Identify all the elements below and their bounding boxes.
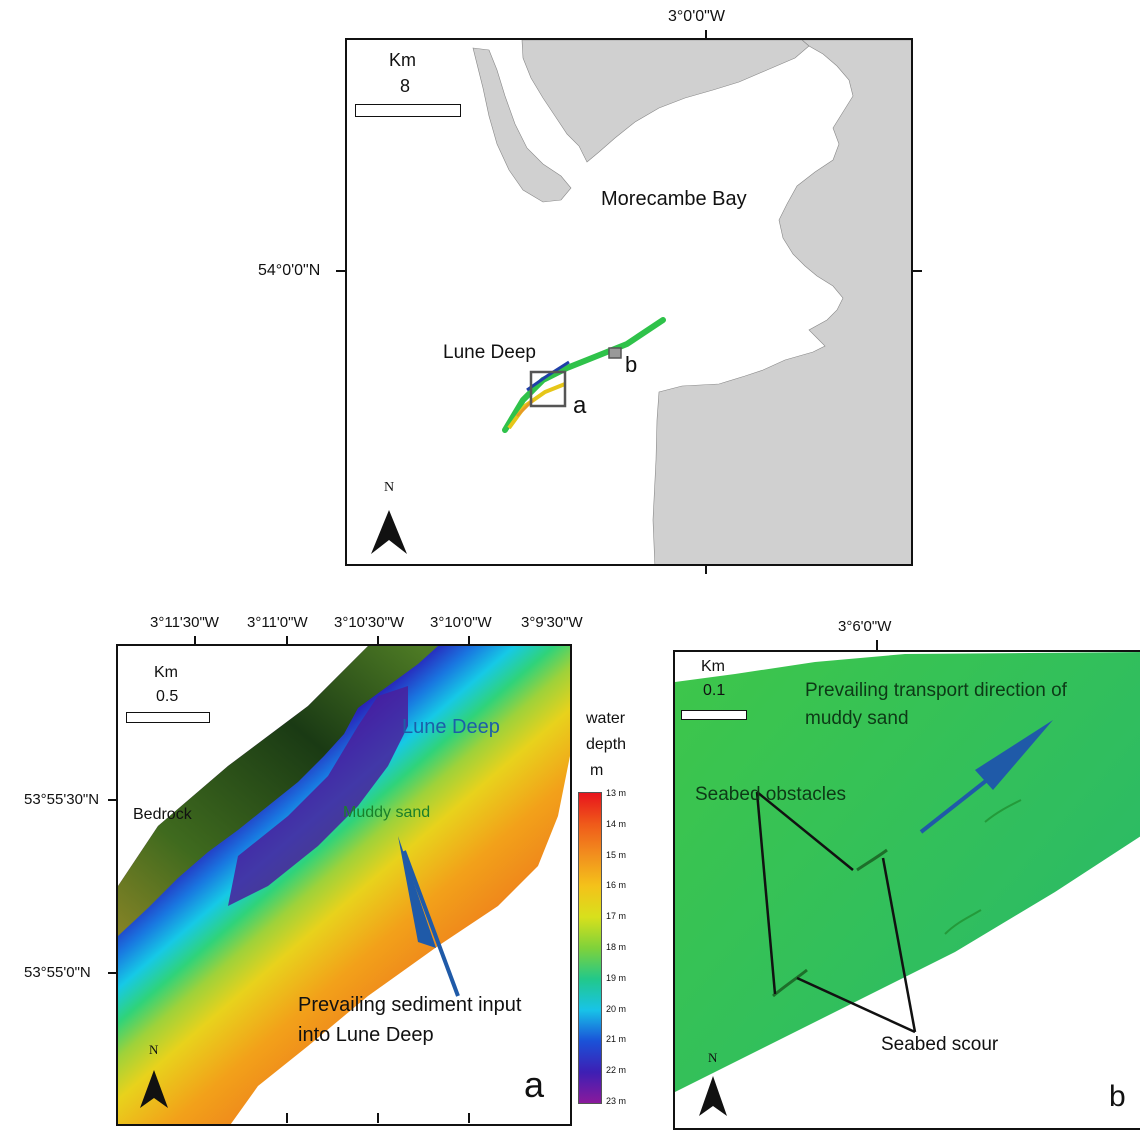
panel-a-left-tick-1	[108, 972, 118, 974]
panel-b-bathymetry	[675, 652, 1140, 1116]
transport-arrow-head-icon	[975, 720, 1053, 790]
panel-a-scale-value: 0.5	[156, 688, 179, 705]
panel-a-lon-label-1: 3°11'0"W	[247, 614, 308, 631]
panel-b-scale-value: 0.1	[703, 682, 726, 699]
leader-scour-2	[796, 976, 916, 1034]
panel-a-lon-label-2: 3°10'30"W	[334, 614, 405, 631]
legend-tick-6: 19 m	[606, 972, 627, 983]
panel-b-north-arrow-icon	[699, 1076, 727, 1116]
leader-obstacle-2	[755, 791, 777, 995]
overview-left-tick	[336, 270, 346, 272]
transport-label-1: Prevailing transport direction of	[805, 680, 1067, 701]
overview-scale-bar	[355, 104, 461, 117]
panel-a-lon-label-4: 3°9'30"W	[521, 614, 583, 631]
panel-a-bottom-tick-3	[468, 1113, 470, 1123]
legend-tick-5: 18 m	[606, 942, 627, 952]
panel-a-top-tick-1	[286, 636, 288, 646]
legend-tick-0: 13 m	[606, 788, 627, 798]
label-bedrock: Bedrock	[133, 806, 192, 823]
obstacle-mark-1	[856, 848, 888, 872]
label-muddy-sand: Muddy sand	[343, 804, 431, 821]
inset-label-a: a	[573, 392, 587, 419]
inset-label-b: b	[625, 352, 638, 377]
panel-a-lon-label-0: 3°11'30"W	[150, 614, 219, 631]
overview-north-arrow-icon	[371, 510, 407, 554]
panel-a-left-tick-0	[108, 799, 118, 801]
panel-a-top-tick-2	[377, 636, 379, 646]
sediment-arrow-shaft	[402, 850, 460, 997]
panel-b-scale-bar	[681, 710, 747, 720]
panel-a-frame: Km 0.5 Lune Deep Bedrock Muddy sand Prev…	[116, 644, 572, 1126]
legend-title-2: depth	[586, 736, 627, 753]
place-morecambe-bay: Morecambe Bay	[601, 188, 747, 210]
land-mass	[652, 40, 911, 564]
panel-a-scale-bar	[126, 712, 210, 723]
scour-mark-2	[984, 799, 1022, 823]
legend-tick-2: 15 m	[606, 849, 627, 860]
overview-bottom-tick	[705, 564, 707, 574]
annotation-line-2: into Lune Deep	[298, 1024, 434, 1046]
legend-tick-1: 14 m	[606, 818, 627, 829]
legend-title-3: m	[590, 762, 604, 779]
inset-box-b	[608, 347, 622, 359]
panel-b-scale-unit: Km	[701, 658, 725, 675]
sediment-arrow-head-icon	[398, 836, 436, 948]
panel-a-lat-label-1: 53°55'0"N	[24, 964, 91, 981]
label-lune-deep-a: Lune Deep	[402, 716, 500, 738]
panel-b-north-label: N	[708, 1050, 718, 1065]
legend-title-1: water	[586, 710, 626, 727]
leader-obstacle-1	[756, 791, 854, 871]
legend-color-bar	[578, 792, 602, 1104]
overview-north-label: N	[384, 480, 395, 495]
transport-label-2: muddy sand	[805, 708, 909, 729]
inset-box-a	[529, 370, 567, 408]
leader-scour-1	[881, 857, 917, 1033]
place-lune-deep: Lune Deep	[443, 342, 536, 363]
panel-a-bottom-tick-2	[377, 1113, 379, 1123]
coastline-svg	[371, 40, 911, 564]
panel-a-top-tick-0	[194, 636, 196, 646]
annotation-line-1: Prevailing sediment input	[298, 994, 522, 1016]
panel-b-letter: b	[1109, 1080, 1126, 1113]
legend-tick-3: 16 m	[606, 880, 627, 891]
label-seabed-scour: Seabed scour	[881, 1034, 999, 1055]
panel-a-scale-unit: Km	[154, 664, 178, 681]
panel-a-lat-label-0: 53°55'30"N	[24, 791, 100, 808]
overview-scale-value: 8	[400, 76, 411, 96]
legend-tick-10: 23 m	[606, 1096, 627, 1106]
overview-frame: Km 8 Morecambe Bay Lune Deep b a N	[345, 38, 913, 566]
panel-a-letter: a	[524, 1064, 545, 1105]
deep-trough	[228, 686, 408, 906]
peninsula	[472, 47, 572, 203]
overview-right-tick	[912, 270, 922, 272]
swath-yellow	[507, 382, 566, 430]
legend-tick-4: 17 m	[606, 911, 627, 922]
overview-lat-label: 54°0'0"N	[258, 262, 321, 279]
bedrock-area	[118, 646, 438, 936]
label-seabed-obstacles: Seabed obstacles	[695, 784, 847, 805]
north-shore	[521, 40, 810, 163]
panel-b-frame: Km 0.1 Prevailing transport direction of…	[673, 650, 1140, 1130]
panel-a-lon-label-3: 3°10'0"W	[430, 614, 492, 631]
panel-a-bottom-tick-1	[286, 1113, 288, 1123]
panel-b-top-tick	[876, 640, 878, 652]
panel-b-lon-label: 3°6'0"W	[838, 618, 892, 635]
overview-scale-unit: Km	[389, 50, 416, 70]
scour-mark-1	[944, 909, 982, 935]
overview-lon-label: 3°0'0"W	[668, 8, 725, 25]
panel-a-bathymetry	[118, 646, 570, 1124]
panel-a-top-tick-3	[468, 636, 470, 646]
swath-main	[502, 317, 666, 433]
swath-blue	[526, 360, 570, 392]
panel-a-north-arrow-icon	[140, 1070, 168, 1108]
legend-tick-7: 20 m	[606, 1003, 627, 1014]
panel-a-north-label: N	[149, 1042, 159, 1057]
legend-tick-8: 21 m	[606, 1034, 627, 1045]
overview-top-tick	[705, 30, 707, 40]
legend-tick-9: 22 m	[606, 1065, 627, 1076]
